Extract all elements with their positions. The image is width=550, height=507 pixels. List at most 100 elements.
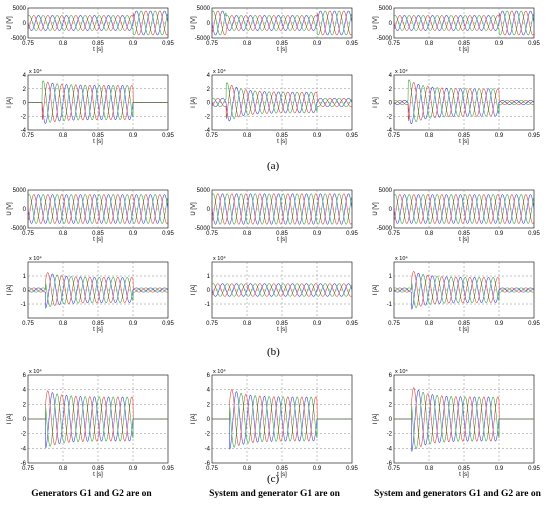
x-tick-label: 0.9 <box>129 133 138 139</box>
a-current-2-phase-a-line <box>211 87 353 122</box>
y-axis-label: U [V] <box>191 202 197 216</box>
a-voltage-1-phase-c-line <box>27 10 169 36</box>
x-tick-label: 0.75 <box>22 231 34 237</box>
x-tick-label: 0.8 <box>243 133 252 139</box>
x-tick-label: 0.75 <box>22 133 34 139</box>
x-tick-label: 0.8 <box>59 231 68 237</box>
b-voltage-2-phase-c-line <box>211 193 353 225</box>
y-axis-label: U [V] <box>373 16 379 30</box>
x-tick-label: 0.9 <box>129 466 138 472</box>
x-tick-label: 0.8 <box>59 41 68 47</box>
y-tick-label: 2 <box>207 402 211 408</box>
y-exponent-label: x 10⁴ <box>395 368 408 375</box>
x-axis-label: t [s] <box>459 47 469 53</box>
y-tick-label: -4 <box>205 446 211 452</box>
x-tick-label: 0.8 <box>425 133 434 139</box>
b-voltage-1-phase-a-line <box>27 194 169 224</box>
y-tick-label: -2 <box>21 432 27 438</box>
y-tick-label: 0 <box>23 207 27 213</box>
x-tick-label: 0.95 <box>346 133 358 139</box>
y-tick-label: 6 <box>23 373 27 379</box>
y-axis-label: I [A] <box>191 413 197 424</box>
x-tick-label: 0.85 <box>92 41 104 47</box>
x-tick-label: 0.85 <box>458 466 470 472</box>
x-tick-label: 0.75 <box>206 321 218 327</box>
a-current-3-phase-c-line <box>393 79 535 122</box>
y-exponent-label: x 10⁴ <box>29 368 42 375</box>
y-tick-label: 6 <box>207 373 211 379</box>
y-exponent-label: x 10⁴ <box>29 255 42 262</box>
y-exponent-label: x 10⁴ <box>395 255 408 262</box>
y-tick-label: -4 <box>205 128 211 134</box>
y-tick-label: 6 <box>389 373 393 379</box>
a-voltage-2-panel: 0.75 0.8 0.85 0.9 0.95 5000 0 -5000 t [s] U [V] <box>191 6 358 53</box>
b-current-1-phase-a-line <box>27 273 169 309</box>
y-tick-label: 4 <box>23 388 27 394</box>
b-voltage-1-phase-b-line <box>27 194 169 224</box>
y-tick-label: -2 <box>205 432 211 438</box>
a-voltage-2-phase-c-line <box>211 10 353 36</box>
x-tick-label: 0.75 <box>388 321 400 327</box>
x-tick-label: 0.9 <box>313 41 322 47</box>
y-tick-label: 0 <box>389 207 393 213</box>
y-exponent-label: x 10⁴ <box>213 368 226 375</box>
y-tick-label: -5000 <box>195 36 211 42</box>
b-current-2-panel: 0.75 0.8 0.85 0.9 0.95 1 0 -1 t [s] I [A] x 10⁴ <box>191 255 358 333</box>
y-tick-label: 4 <box>23 73 27 79</box>
x-axis-label: t [s] <box>277 237 287 243</box>
a-voltage-1-phase-a-line <box>27 10 169 36</box>
y-tick-label: -1 <box>205 302 211 308</box>
x-tick-label: 0.8 <box>425 41 434 47</box>
x-tick-label: 0.85 <box>92 133 104 139</box>
x-tick-label: 0.85 <box>276 41 288 47</box>
b-current-3-phase-a-line <box>393 272 535 310</box>
x-tick-label: 0.9 <box>313 133 322 139</box>
c-current-2-panel: 0.75 0.8 0.85 0.9 0.95 6 4 2 0 -2 -4 -6 t [s] I [A] x … <box>191 368 358 478</box>
y-tick-label: 5000 <box>197 6 211 12</box>
x-axis-label: t [s] <box>93 139 103 145</box>
x-tick-label: 0.95 <box>528 231 540 237</box>
y-tick-label: 0 <box>23 21 27 27</box>
x-tick-label: 0.75 <box>206 231 218 237</box>
y-axis-label: U [V] <box>7 202 13 216</box>
a-voltage-1-panel: 0.75 0.8 0.85 0.9 0.95 5000 0 -5000 t [s] U [V] <box>7 6 174 53</box>
x-tick-label: 0.95 <box>162 133 174 139</box>
x-tick-label: 0.9 <box>313 321 322 327</box>
y-tick-label: 2 <box>389 87 393 93</box>
y-tick-label: 0 <box>389 288 393 294</box>
b-voltage-3-phase-b-line <box>393 194 535 224</box>
x-tick-label: 0.8 <box>59 466 68 472</box>
y-axis-label: I [A] <box>7 284 13 295</box>
b-voltage-3-phase-c-line <box>393 194 535 224</box>
x-tick-label: 0.75 <box>206 41 218 47</box>
y-axis-label: I [A] <box>7 97 13 108</box>
y-tick-label: 2 <box>23 87 27 93</box>
y-tick-label: 2 <box>207 87 211 93</box>
y-tick-label: -1 <box>21 302 27 308</box>
x-tick-label: 0.9 <box>495 41 504 47</box>
x-tick-label: 0.85 <box>92 321 104 327</box>
b-voltage-2-phase-a-line <box>211 193 353 225</box>
x-tick-label: 0.95 <box>346 466 358 472</box>
x-axis-label: t [s] <box>93 237 103 243</box>
x-tick-label: 0.8 <box>243 41 252 47</box>
c-current-3-panel: 0.75 0.8 0.85 0.9 0.95 6 4 2 0 -2 -4 -6 t [s] I [A] x … <box>373 368 540 478</box>
y-tick-label: 5000 <box>13 188 27 194</box>
y-tick-label: 0 <box>23 288 27 294</box>
x-tick-label: 0.9 <box>495 321 504 327</box>
y-tick-label: -2 <box>387 432 393 438</box>
y-tick-label: 0 <box>207 21 211 27</box>
y-tick-label: 1 <box>23 274 27 280</box>
x-tick-label: 0.85 <box>276 321 288 327</box>
x-tick-label: 0.95 <box>162 231 174 237</box>
x-tick-label: 0.75 <box>388 41 400 47</box>
y-tick-label: 0 <box>23 101 27 107</box>
caption-c: (c) <box>267 473 280 485</box>
a-current-3-phase-a-line <box>393 83 535 125</box>
x-axis-label: t [s] <box>277 472 287 478</box>
x-tick-label: 0.85 <box>92 231 104 237</box>
x-tick-label: 0.8 <box>59 321 68 327</box>
a-current-2-phase-b-line <box>211 85 353 119</box>
y-axis-label: I [A] <box>373 97 379 108</box>
x-tick-label: 0.9 <box>129 231 138 237</box>
